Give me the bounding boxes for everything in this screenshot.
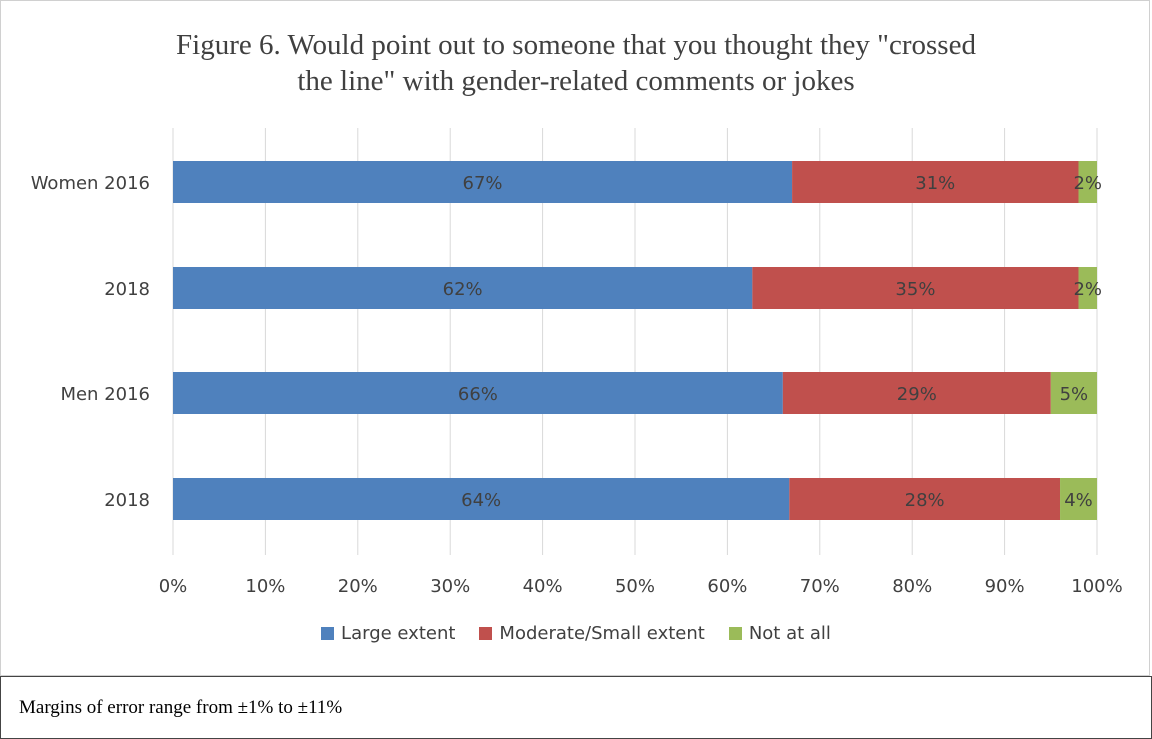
legend-label: Not at all <box>748 623 831 644</box>
data-label: 35% <box>895 279 935 300</box>
chart-legend: Large extent Moderate/Small extent Not at … <box>0 623 1152 644</box>
data-label: 64% <box>461 490 501 511</box>
legend-label: Large extent <box>341 623 456 644</box>
legend-swatch <box>321 627 335 640</box>
category-label: 2018 <box>104 490 150 511</box>
bar-segment <box>173 478 790 520</box>
bar-segment <box>792 161 1079 203</box>
legend-swatch <box>728 627 742 640</box>
x-tick-label: 60% <box>707 576 747 597</box>
bar-segment <box>173 267 753 309</box>
x-tick-label: 30% <box>430 576 470 597</box>
bar-segment <box>752 267 1079 309</box>
bar-segment <box>789 478 1061 520</box>
bar-segment <box>782 372 1051 414</box>
chart-area <box>0 0 1150 676</box>
x-tick-label: 0% <box>159 576 188 597</box>
bar-segment <box>1078 267 1097 309</box>
legend-item: Moderate/Small extent <box>479 623 705 644</box>
x-tick-label: 10% <box>245 576 285 597</box>
legend-item: Large extent <box>321 623 455 644</box>
data-label: 4% <box>1064 490 1093 511</box>
bar-segment <box>1050 372 1097 414</box>
data-label: 67% <box>463 173 503 194</box>
x-tick-label: 90% <box>985 576 1025 597</box>
chart-title-line-1: Figure 6. Would point out to someone tha… <box>176 29 976 61</box>
x-tick-label: 20% <box>338 576 378 597</box>
data-label: 28% <box>905 490 945 511</box>
x-tick-label: 50% <box>615 576 655 597</box>
data-label: 2% <box>1073 279 1102 300</box>
data-label: 31% <box>915 173 955 194</box>
category-label: Men 2016 <box>60 384 150 405</box>
chart-title-line-2: the line" with gender-related comments o… <box>297 65 855 97</box>
data-label: 2% <box>1073 173 1102 194</box>
category-label: 2018 <box>104 279 150 300</box>
data-label: 66% <box>458 384 498 405</box>
bar-segment <box>1060 478 1097 520</box>
bar-segment <box>173 372 783 414</box>
category-label: Women 2016 <box>31 173 150 194</box>
bar-segment <box>1078 161 1097 203</box>
data-label: 62% <box>443 279 483 300</box>
margin-of-error-note: Margins of error range from ±1% to ±11% <box>19 697 343 718</box>
note-box: Margins of error range from ±1% to ±11% <box>0 676 1152 739</box>
x-tick-label: 80% <box>892 576 932 597</box>
x-tick-label: 70% <box>800 576 840 597</box>
bar-chart-plot: 0% 10% 20% 30% 40% 50% 60% 70% 80% 90% 100% Women 2… <box>31 128 1123 597</box>
legend-swatch <box>479 627 493 640</box>
data-label: 29% <box>897 384 937 405</box>
data-label: 5% <box>1060 384 1089 405</box>
x-tick-label: 40% <box>523 576 563 597</box>
legend-label: Moderate/Small extent <box>499 623 705 644</box>
x-tick-label: 100% <box>1071 576 1122 597</box>
chart-title: Figure 6. Would point out to someone tha… <box>0 27 1152 99</box>
bar-segment <box>173 161 793 203</box>
legend-item: Not at all <box>728 623 831 644</box>
